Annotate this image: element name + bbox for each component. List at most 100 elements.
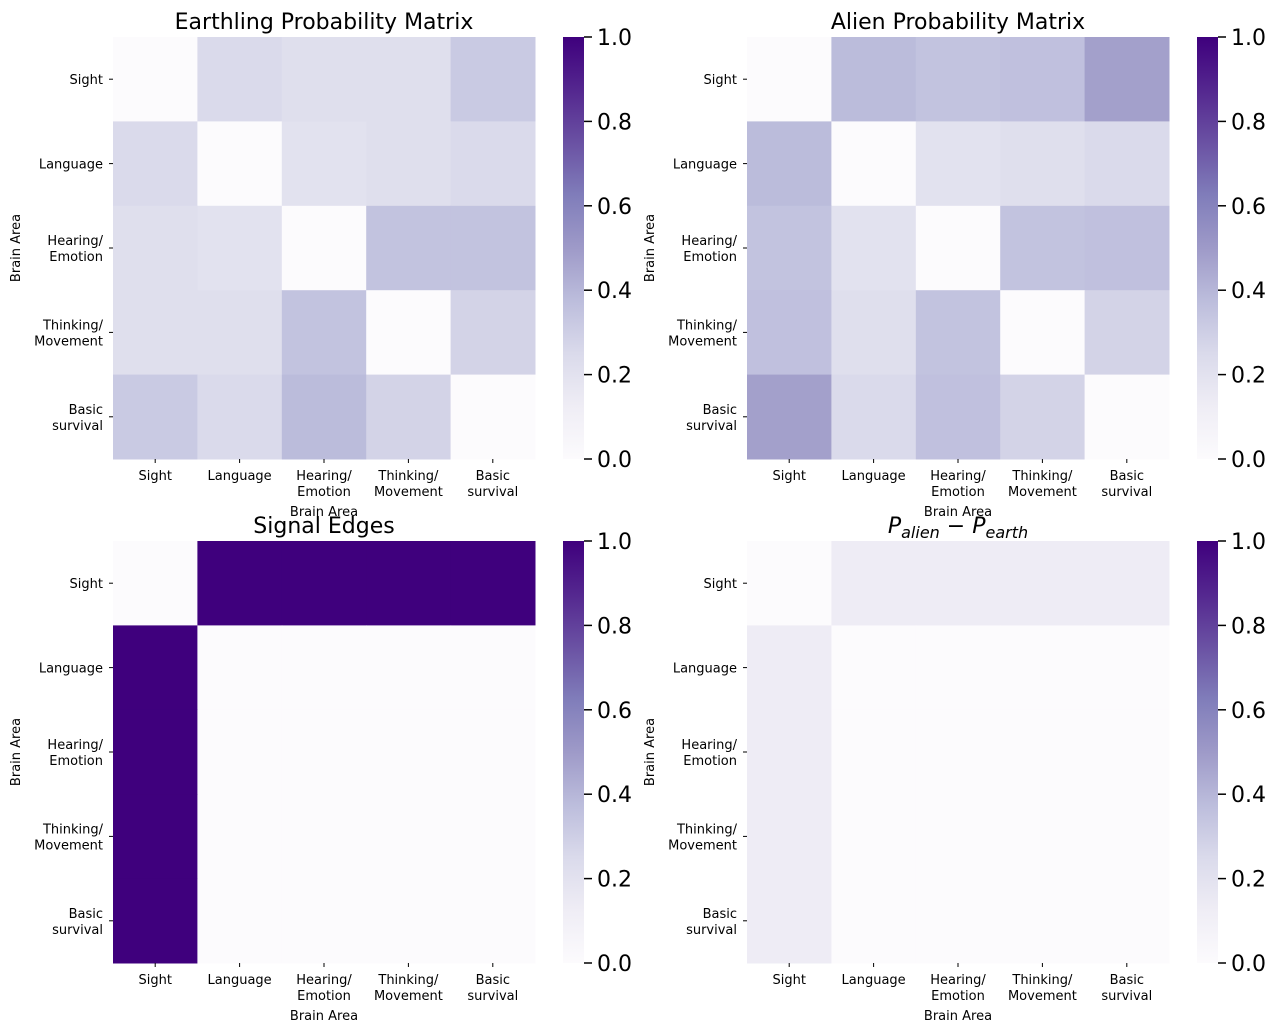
heatmap-cell — [831, 709, 917, 795]
y-tick-label: Basic survival — [52, 403, 103, 434]
colorbar-tick-label: 0.2 — [1231, 868, 1266, 893]
y-axis-label: Brain Area — [643, 718, 658, 786]
heatmap-cell — [831, 541, 917, 626]
colorbar — [1197, 541, 1218, 963]
heatmap-cell — [1084, 878, 1170, 964]
colorbar-tick-label: 1.0 — [1231, 26, 1266, 51]
heatmap-cell — [1084, 121, 1170, 207]
y-tick-label: Language — [39, 158, 103, 173]
colorbar-tick-label: 1.0 — [597, 26, 632, 51]
y-tick-label: Sight — [70, 73, 103, 88]
x-tick-label: Hearing/Emotion — [296, 469, 352, 500]
heatmap-panel-4: Palien − Pearth Sight Language Hearing/Emot… — [643, 514, 1266, 1024]
colorbar-tick-label: 0.4 — [597, 279, 632, 304]
heatmap-cell — [450, 794, 536, 880]
heatmap-cell — [113, 709, 198, 795]
colorbar — [1197, 37, 1218, 459]
colorbar-tick-label: 1.0 — [597, 530, 632, 555]
heatmap-cell — [366, 541, 452, 626]
heatmap-cell — [450, 709, 536, 795]
heatmap-cell — [366, 709, 452, 795]
heatmap-cell — [197, 121, 283, 207]
heatmap-cell — [197, 37, 283, 122]
heatmap-cell — [366, 290, 452, 376]
heatmap-cell — [1084, 541, 1170, 626]
heatmap-cell — [1000, 121, 1086, 207]
heatmap-cell — [366, 374, 452, 460]
heatmap-cell — [281, 625, 367, 711]
heatmap-cell — [915, 794, 1001, 880]
heatmap-cell — [113, 541, 198, 626]
panel-title: Palien − Pearth — [888, 514, 1028, 542]
heatmap-cell — [915, 625, 1001, 711]
heatmap-cell — [450, 374, 536, 460]
y-tick-label: Thinking/Movement — [668, 318, 737, 349]
heatmap-cell — [1084, 290, 1170, 376]
x-tick-label: Hearing/Emotion — [930, 469, 986, 500]
heatmap-cell — [197, 709, 283, 795]
panel-title: Earthling Probability Matrix — [175, 10, 474, 35]
heatmap-cell — [281, 290, 367, 376]
colorbar-tick-label: 0.0 — [597, 952, 632, 977]
heatmap-cell — [747, 709, 832, 795]
heatmap-cell — [747, 794, 832, 880]
heatmap-cell — [366, 878, 452, 964]
heatmap-cell — [1084, 374, 1170, 460]
heatmap-cell — [450, 121, 536, 207]
heatmap-cell — [747, 541, 832, 626]
y-tick-label: Sight — [704, 73, 737, 88]
heatmap-cell — [1000, 878, 1086, 964]
heatmap-cell — [450, 878, 536, 964]
colorbar-tick-label: 0.8 — [597, 110, 632, 135]
heatmap-cell — [1084, 794, 1170, 880]
x-tick-label: Sight — [138, 973, 171, 988]
heatmap-cell — [450, 625, 536, 711]
heatmap-cell — [1084, 709, 1170, 795]
heatmap-cell — [1000, 625, 1086, 711]
heatmap-cell — [450, 205, 536, 291]
heatmap-cell — [1084, 625, 1170, 711]
heatmap-cell — [113, 794, 198, 880]
colorbar-tick-label: 0.0 — [1231, 952, 1266, 977]
colorbar-tick-label: 0.4 — [1231, 783, 1266, 808]
heatmap-cell — [281, 794, 367, 880]
colorbar-tick-label: 0.8 — [597, 614, 632, 639]
heatmap-cell — [113, 205, 198, 291]
heatmap-cell — [831, 625, 917, 711]
heatmap-cell — [366, 121, 452, 207]
colorbar-tick-label: 0.2 — [1231, 364, 1266, 389]
x-tick-label: Basic survival — [1101, 973, 1152, 1004]
heatmap-cell — [197, 541, 283, 626]
heatmap-cell — [197, 878, 283, 964]
heatmap-cell — [197, 290, 283, 376]
heatmap-cell — [1000, 709, 1086, 795]
x-tick-label: Basic survival — [467, 469, 518, 500]
heatmap-panel-1: Earthling Probability Matrix Sight Languag… — [9, 10, 632, 520]
y-tick-label: Basic survival — [52, 907, 103, 938]
x-tick-label: Sight — [772, 973, 805, 988]
heatmap-cell — [281, 709, 367, 795]
colorbar-tick-label: 0.6 — [1231, 699, 1266, 724]
heatmap-cell — [831, 205, 917, 291]
x-tick-label: Thinking/Movement — [1008, 469, 1077, 500]
heatmap-cell — [281, 37, 367, 122]
heatmap-panel-2: Alien Probability Matrix Sight Language Hea… — [643, 10, 1266, 520]
colorbar-tick-label: 0.8 — [1231, 110, 1266, 135]
heatmap-cell — [1084, 205, 1170, 291]
panel-title: Signal Edges — [253, 514, 394, 539]
heatmap-cell — [197, 374, 283, 460]
colorbar-tick-label: 0.6 — [1231, 195, 1266, 220]
heatmap-cell — [366, 794, 452, 880]
heatmap-cell — [831, 878, 917, 964]
heatmap-cell — [747, 290, 832, 376]
heatmap-cell — [915, 290, 1001, 376]
heatmap-cell — [831, 290, 917, 376]
heatmap-cell — [915, 709, 1001, 795]
y-tick-label: Sight — [70, 577, 103, 592]
heatmap-cell — [113, 878, 198, 964]
colorbar-tick-label: 0.4 — [1231, 279, 1266, 304]
heatmap-cell — [747, 625, 832, 711]
heatmap-cell — [366, 625, 452, 711]
y-tick-label: Hearing/Emotion — [47, 234, 103, 265]
y-tick-label: Hearing/Emotion — [681, 234, 737, 265]
